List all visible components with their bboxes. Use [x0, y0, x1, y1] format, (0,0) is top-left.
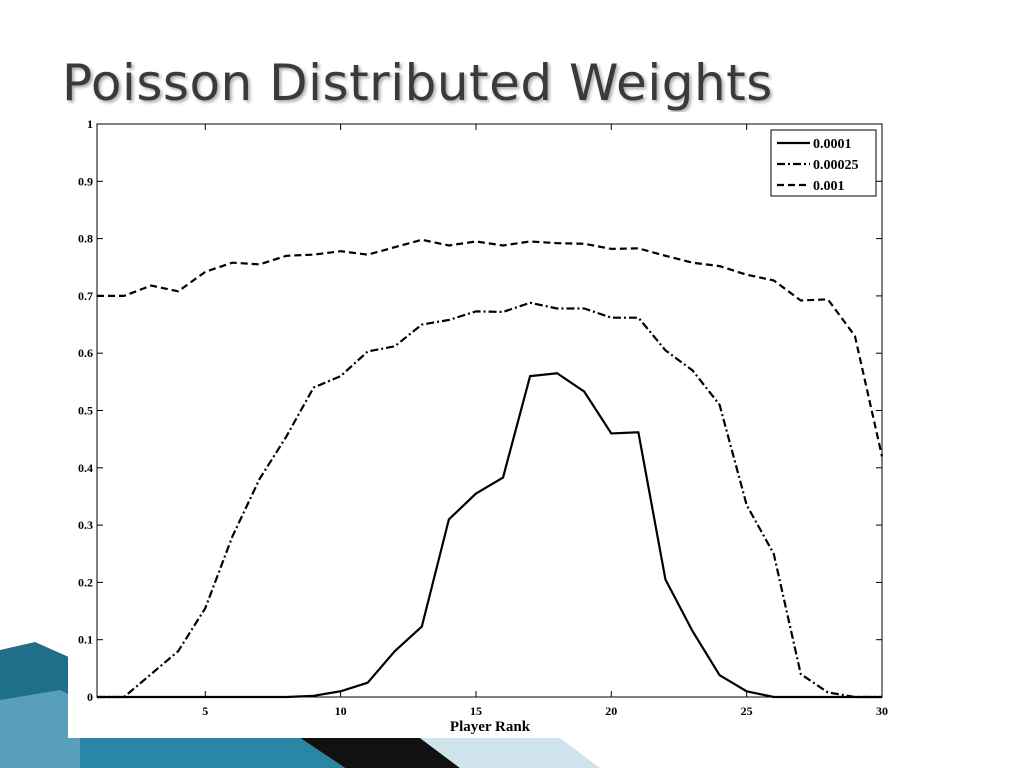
chart-background — [68, 112, 900, 738]
y-tick-label: 0.1 — [78, 633, 93, 647]
y-tick-label: 0 — [87, 690, 93, 704]
series-line-0-00025 — [97, 301, 882, 699]
decor-wave-light — [0, 690, 80, 768]
slide-title: Poisson Distributed Weights — [62, 54, 773, 112]
x-tick-label: 30 — [876, 704, 888, 718]
y-tick-label: 0.6 — [78, 346, 93, 360]
decor-stripe-pale — [420, 738, 600, 768]
series-line-0-001 — [97, 238, 884, 457]
y-tick-label: 0.3 — [78, 518, 93, 532]
y-tick-label: 0.5 — [78, 404, 93, 418]
decor-stripe-black — [300, 738, 460, 768]
y-tick-label: 0.9 — [78, 174, 93, 188]
x-tick-label: 25 — [741, 704, 753, 718]
legend-label-0-00025: 0.00025 — [813, 158, 859, 173]
x-tick-label: 10 — [335, 704, 347, 718]
y-tick-label: 0.2 — [78, 575, 93, 589]
decor-stripe-teal — [80, 738, 345, 768]
y-tick-label: 0.8 — [78, 232, 93, 246]
x-axis-title: Player Rank — [450, 719, 531, 735]
x-tick-label: 5 — [202, 704, 208, 718]
x-tick-label: 20 — [605, 704, 617, 718]
legend-label-0-001: 0.001 — [813, 179, 845, 194]
x-tick-label: 15 — [470, 704, 482, 718]
y-tick-label: 1 — [87, 117, 93, 131]
y-tick-label: 0.4 — [78, 461, 93, 475]
legend-label-0-0001: 0.0001 — [813, 137, 852, 152]
legend: 0.0001 0.00025 0.001 — [770, 129, 877, 197]
y-tick-label: 0.7 — [78, 289, 93, 303]
